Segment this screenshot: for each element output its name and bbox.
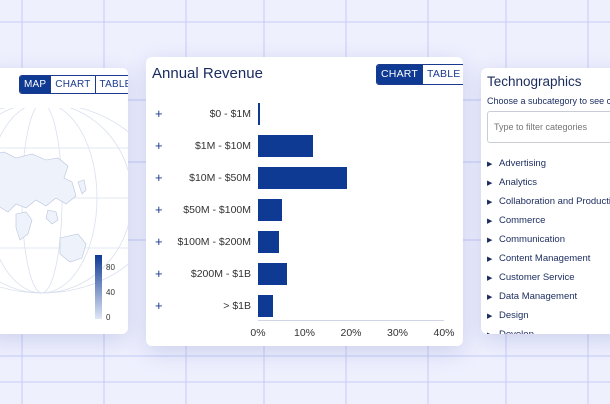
category-item[interactable]: ▶ Content Management [487, 249, 610, 268]
caret-right-icon: ▶ [487, 293, 493, 301]
expand-row-button[interactable]: + [155, 298, 163, 313]
caret-right-icon: ▶ [487, 255, 493, 263]
category-label: Collaboration and Productivi [499, 196, 610, 207]
category-label: Content Management [499, 253, 591, 264]
card-title: Annual Revenue [152, 65, 263, 82]
revenue-view-toggle: CHART TABLE [376, 64, 463, 85]
category-item[interactable]: ▶ Customer Service [487, 268, 610, 287]
revenue-bar[interactable] [258, 263, 288, 285]
revenue-bar[interactable] [258, 199, 282, 221]
x-tick-label: 0% [250, 327, 266, 339]
category-label: Analytics [499, 177, 538, 188]
tab-chart[interactable]: CHART [50, 76, 94, 93]
expand-row-button[interactable]: + [155, 202, 163, 217]
category-filter-input[interactable] [487, 111, 610, 143]
category-label: Communication [499, 234, 565, 245]
expand-row-button[interactable]: + [155, 106, 163, 121]
map-card: MAP CHART TABLE 80 40 0 [0, 68, 128, 334]
world-map[interactable] [0, 108, 128, 308]
category-label: Develop... [499, 329, 542, 334]
expand-row-button[interactable]: + [155, 138, 163, 153]
x-tick-label: 40% [433, 327, 455, 339]
caret-right-icon: ▶ [487, 160, 493, 168]
category-label: Customer Service [499, 272, 575, 283]
card-subtitle: Choose a subcategory to see c [487, 96, 610, 106]
revenue-bar[interactable] [258, 135, 313, 157]
category-label: Commerce [499, 215, 546, 226]
expand-row-button[interactable]: + [155, 234, 163, 249]
bar-category-label: $1M - $10M [194, 140, 251, 152]
caret-right-icon: ▶ [487, 179, 493, 187]
x-tick-label: 30% [386, 327, 409, 339]
bar-category-label: $50M - $100M [183, 204, 251, 216]
card-title: Technographics [487, 74, 582, 89]
category-label: Design [499, 310, 529, 321]
bar-category-label: $100M - $200M [177, 236, 251, 248]
annual-revenue-card: Annual Revenue CHART TABLE + $0 - $1M + $1M… [146, 57, 463, 346]
caret-right-icon: ▶ [487, 198, 493, 206]
bar-category-label: > $1B [223, 300, 251, 312]
bar-category-label: $10M - $50M [189, 172, 251, 184]
technographics-card: Technographics Choose a subcategory to s… [481, 68, 610, 334]
legend-label-max: 80 [106, 263, 115, 272]
expand-row-button[interactable]: + [155, 170, 163, 185]
category-item[interactable]: ▶ Commerce [487, 211, 610, 230]
x-tick-label: 10% [293, 327, 316, 339]
caret-right-icon: ▶ [487, 236, 493, 244]
tab-table[interactable]: TABLE [94, 76, 128, 93]
x-tick-label: 20% [340, 327, 362, 339]
category-item[interactable]: ▶ Advertising [487, 154, 610, 173]
map-view-toggle: MAP CHART TABLE [19, 75, 128, 94]
category-item[interactable]: ▶ Design [487, 306, 610, 325]
x-axis-line [258, 320, 444, 321]
revenue-bar[interactable] [258, 167, 347, 189]
category-list: ▶ Advertising ▶ Analytics ▶ Collaboration and… [487, 154, 610, 334]
caret-right-icon: ▶ [487, 331, 499, 335]
revenue-bar[interactable] [258, 103, 260, 125]
category-item[interactable]: ▶ Analytics [487, 173, 610, 192]
bar-category-label: $0 - $1M [209, 108, 251, 120]
revenue-bar[interactable] [258, 295, 273, 317]
bar-category-label: $200M - $1B [190, 268, 251, 280]
legend-label-min: 0 [106, 313, 111, 322]
caret-right-icon: ▶ [487, 312, 493, 320]
category-label: Advertising [499, 158, 546, 169]
tab-table[interactable]: TABLE [421, 65, 463, 84]
category-item[interactable]: ▶ Data Management [487, 287, 610, 306]
map-legend-gradient [95, 255, 102, 319]
legend-label-mid: 40 [106, 288, 115, 297]
caret-right-icon: ▶ [487, 274, 493, 282]
category-item[interactable]: ▶Develop... [487, 325, 610, 334]
category-label: Data Management [499, 291, 578, 302]
category-item[interactable]: ▶ Collaboration and Productivi [487, 192, 610, 211]
category-item[interactable]: ▶ Communication [487, 230, 610, 249]
tab-chart[interactable]: CHART [377, 65, 422, 84]
expand-row-button[interactable]: + [155, 266, 163, 281]
revenue-bar[interactable] [258, 231, 280, 253]
caret-right-icon: ▶ [487, 217, 493, 225]
tab-map[interactable]: MAP [20, 76, 51, 93]
